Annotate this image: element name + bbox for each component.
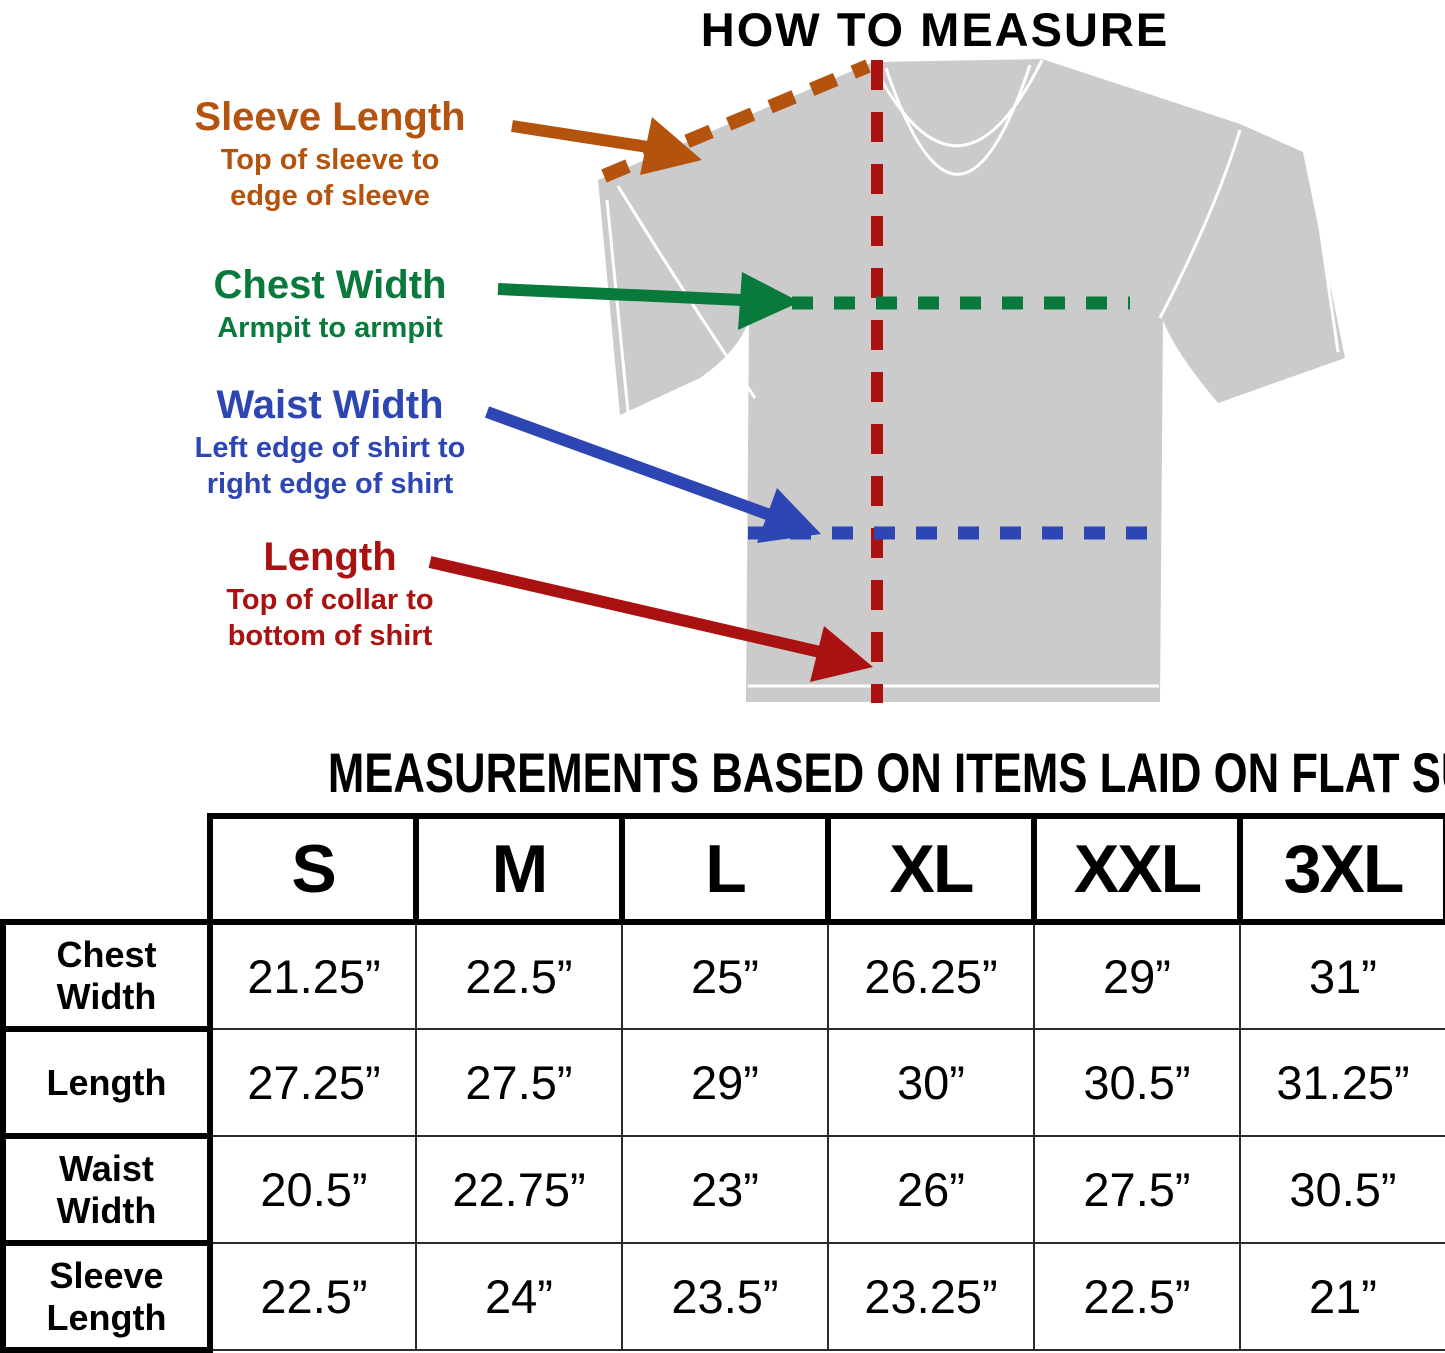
- table-row-waist-width: Waist Width 20.5” 22.75” 23” 26” 27.5” 3…: [0, 1133, 1445, 1246]
- length-m: 27.5”: [415, 1028, 623, 1137]
- table-row-length: Length 27.25” 27.5” 29” 30” 30.5” 31.25”: [0, 1026, 1445, 1139]
- table-row-sleeve-length: Sleeve Length 22.5” 24” 23.5” 23.25” 22.…: [0, 1240, 1445, 1353]
- sleeve-length-3xl: 21”: [1239, 1242, 1445, 1351]
- left-sleeve-hem-seam: [605, 199, 630, 413]
- chest-width-m: 22.5”: [415, 921, 623, 1030]
- page-title: HOW TO MEASURE: [700, 3, 1170, 56]
- waist-width-description: Left edge of shirt to right edge of shir…: [194, 432, 466, 500]
- column-header-xl: XL: [825, 813, 1037, 925]
- sleeve-length-m: 24”: [415, 1242, 623, 1351]
- length-heading: Length: [263, 535, 397, 579]
- sleeve-length-xxl: 22.5”: [1033, 1242, 1241, 1351]
- waist-width-xl: 26”: [827, 1135, 1035, 1244]
- size-chart-table: S M L XL XXL 3XL Chest Width 21.25” 22.5…: [0, 813, 1445, 1353]
- right-sleeve-hem-seam: [1310, 171, 1340, 353]
- tshirt-body: [598, 59, 1345, 702]
- table-title: MEASUREMENTS BASED ON ITEMS LAID ON FLAT…: [327, 741, 1445, 804]
- measure-label-sleeve-length: Sleeve Length Top of sleeve to edge of s…: [95, 95, 565, 214]
- row-label-chest-width: Chest Width: [0, 919, 213, 1032]
- waist-width-heading: Waist Width: [216, 383, 444, 427]
- row-label-sleeve-length: Sleeve Length: [0, 1240, 213, 1353]
- table-corner-blank: [3, 816, 210, 922]
- collar-inner-seam: [884, 64, 1032, 176]
- waist-width-s: 20.5”: [209, 1135, 417, 1244]
- column-header-s: S: [207, 813, 419, 925]
- column-header-m: M: [413, 813, 625, 925]
- length-arrow: [428, 556, 873, 682]
- chest-width-l: 25”: [621, 921, 829, 1030]
- measure-label-length: Length Top of collar to bottom of shirt: [95, 535, 565, 654]
- measure-label-waist-width: Waist Width Left edge of shirt to right …: [95, 383, 565, 502]
- chest-width-3xl: 31”: [1239, 921, 1445, 1030]
- column-header-xxl: XXL: [1031, 813, 1243, 925]
- sleeve-length-heading: Sleeve Length: [194, 95, 466, 139]
- waist-width-l: 23”: [621, 1135, 829, 1244]
- measure-label-chest-width: Chest Width Armpit to armpit: [95, 263, 565, 347]
- column-header-l: L: [619, 813, 831, 925]
- waist-width-m: 22.75”: [415, 1135, 623, 1244]
- waist-width-xxl: 27.5”: [1033, 1135, 1241, 1244]
- table-row-chest-width: Chest Width 21.25” 22.5” 25” 26.25” 29” …: [0, 919, 1445, 1032]
- pointer-arrows: [428, 117, 873, 682]
- length-s: 27.25”: [209, 1028, 417, 1137]
- waist-width-3xl: 30.5”: [1239, 1135, 1445, 1244]
- length-xxl: 30.5”: [1033, 1028, 1241, 1137]
- sleeve-length-xl: 23.25”: [827, 1242, 1035, 1351]
- sleeve-length-s: 22.5”: [209, 1242, 417, 1351]
- right-armhole-seam: [1158, 129, 1242, 319]
- chest-width-xl: 26.25”: [827, 921, 1035, 1030]
- waist-arrow: [484, 406, 821, 543]
- sleeve-length-description: Top of sleeve to edge of sleeve: [220, 144, 440, 212]
- chest-width-s: 21.25”: [209, 921, 417, 1030]
- sleeve-length-l: 23.5”: [621, 1242, 829, 1351]
- row-label-length: Length: [0, 1026, 213, 1139]
- chest-width-description: Armpit to armpit: [217, 312, 443, 345]
- row-label-waist-width: Waist Width: [0, 1133, 213, 1246]
- chest-arrow: [497, 272, 800, 330]
- chest-width-xxl: 29”: [1033, 921, 1241, 1030]
- length-3xl: 31.25”: [1239, 1028, 1445, 1137]
- table-header-row: S M L XL XXL 3XL: [3, 813, 1445, 925]
- length-l: 29”: [621, 1028, 829, 1137]
- column-header-3xl: 3XL: [1237, 813, 1445, 925]
- sleeve-arrow: [511, 117, 702, 175]
- length-xl: 30”: [827, 1028, 1035, 1137]
- chest-width-heading: Chest Width: [213, 263, 447, 307]
- length-description: Top of collar to bottom of shirt: [226, 584, 434, 652]
- tshirt-graphic: [598, 59, 1345, 702]
- collar-outer-seam: [870, 59, 1044, 148]
